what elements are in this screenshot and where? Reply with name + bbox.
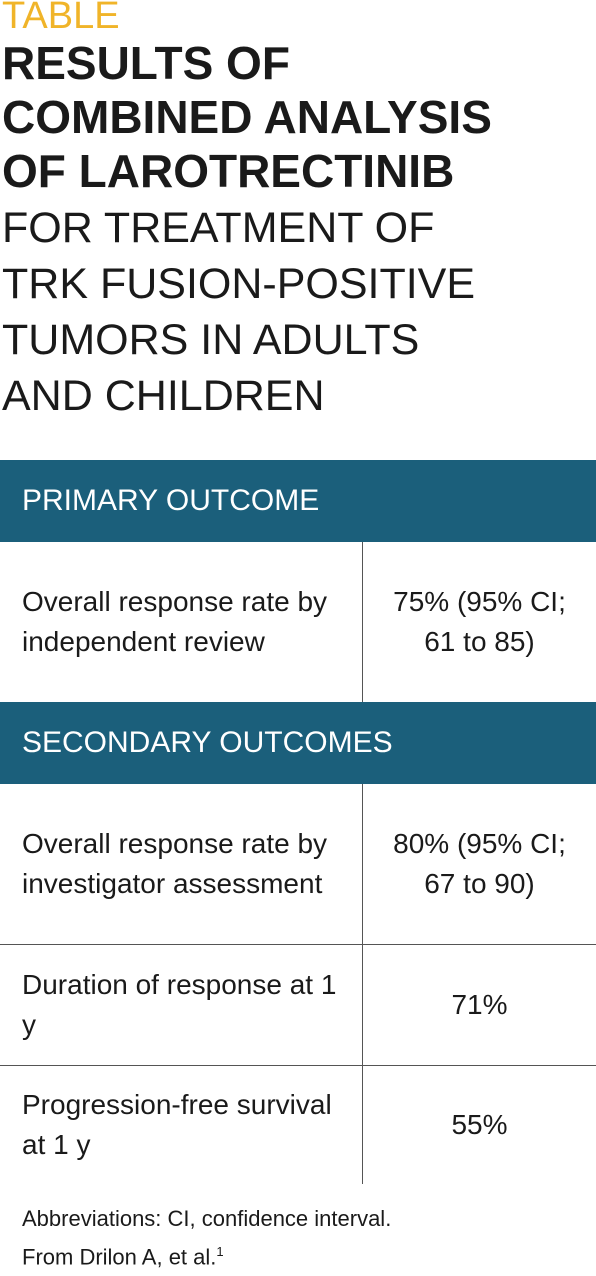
- value-cell: 75% (95% CI; 61 to 85): [393, 586, 566, 657]
- section-body: Overall response rate by independent rev…: [0, 542, 596, 702]
- measure-cell: Overall response rate by independent rev…: [0, 542, 363, 702]
- subtitle-line: AND CHILDREN: [2, 372, 325, 420]
- section-heading: SECONDARY OUTCOMES: [0, 702, 596, 784]
- title-line: RESULTS OF: [2, 37, 290, 89]
- label: TABLE: [2, 0, 120, 37]
- measure-cell: Duration of response at 1 y: [0, 945, 363, 1065]
- header: TABLE RESULTS OF COMBINED ANALYSIS OF LARO…: [0, 0, 596, 424]
- value-cell: 55%: [451, 1109, 508, 1140]
- subtitle-line: TUMORS IN ADULTS: [2, 316, 420, 364]
- table: PRIMARY OUTCOME Overall response rate by …: [0, 460, 596, 1184]
- table-row: Overall response rate by independent rev…: [0, 542, 596, 702]
- title-line: OF LAROTRECTINIB: [2, 145, 455, 197]
- subtitle-line: TRK FUSION-POSITIVE: [2, 260, 476, 308]
- section-body: Overall response rate by investigator as…: [0, 784, 596, 1184]
- measure-cell: Overall response rate by investigator as…: [0, 784, 363, 944]
- footnote: Abbreviations: CI, confidence interval. …: [22, 1202, 391, 1273]
- source: From Drilon A, et al.1: [22, 1235, 391, 1273]
- section-heading: PRIMARY OUTCOME: [0, 460, 596, 542]
- abbreviations: Abbreviations: CI, confidence interval.: [22, 1206, 392, 1231]
- measure-cell: Progression-free survival at 1 y: [0, 1066, 363, 1184]
- subtitle-line: FOR TREATMENT OF: [2, 204, 435, 252]
- subtitle: FOR TREATMENT OF TRK FUSION-POSITIVE TUMOR…: [2, 200, 596, 424]
- table-row: Duration of response at 1 y 71%: [0, 945, 596, 1066]
- reference: 1: [216, 1244, 224, 1259]
- table-row: Overall response rate by investigator as…: [0, 784, 596, 945]
- value-cell: 80% (95% CI; 67 to 90): [393, 828, 566, 899]
- value-cell: 71%: [451, 989, 508, 1020]
- table-row: Progression-free survival at 1 y 55%: [0, 1066, 596, 1184]
- title-line: COMBINED ANALYSIS: [2, 91, 492, 143]
- source-text: From Drilon A, et al.: [22, 1244, 217, 1270]
